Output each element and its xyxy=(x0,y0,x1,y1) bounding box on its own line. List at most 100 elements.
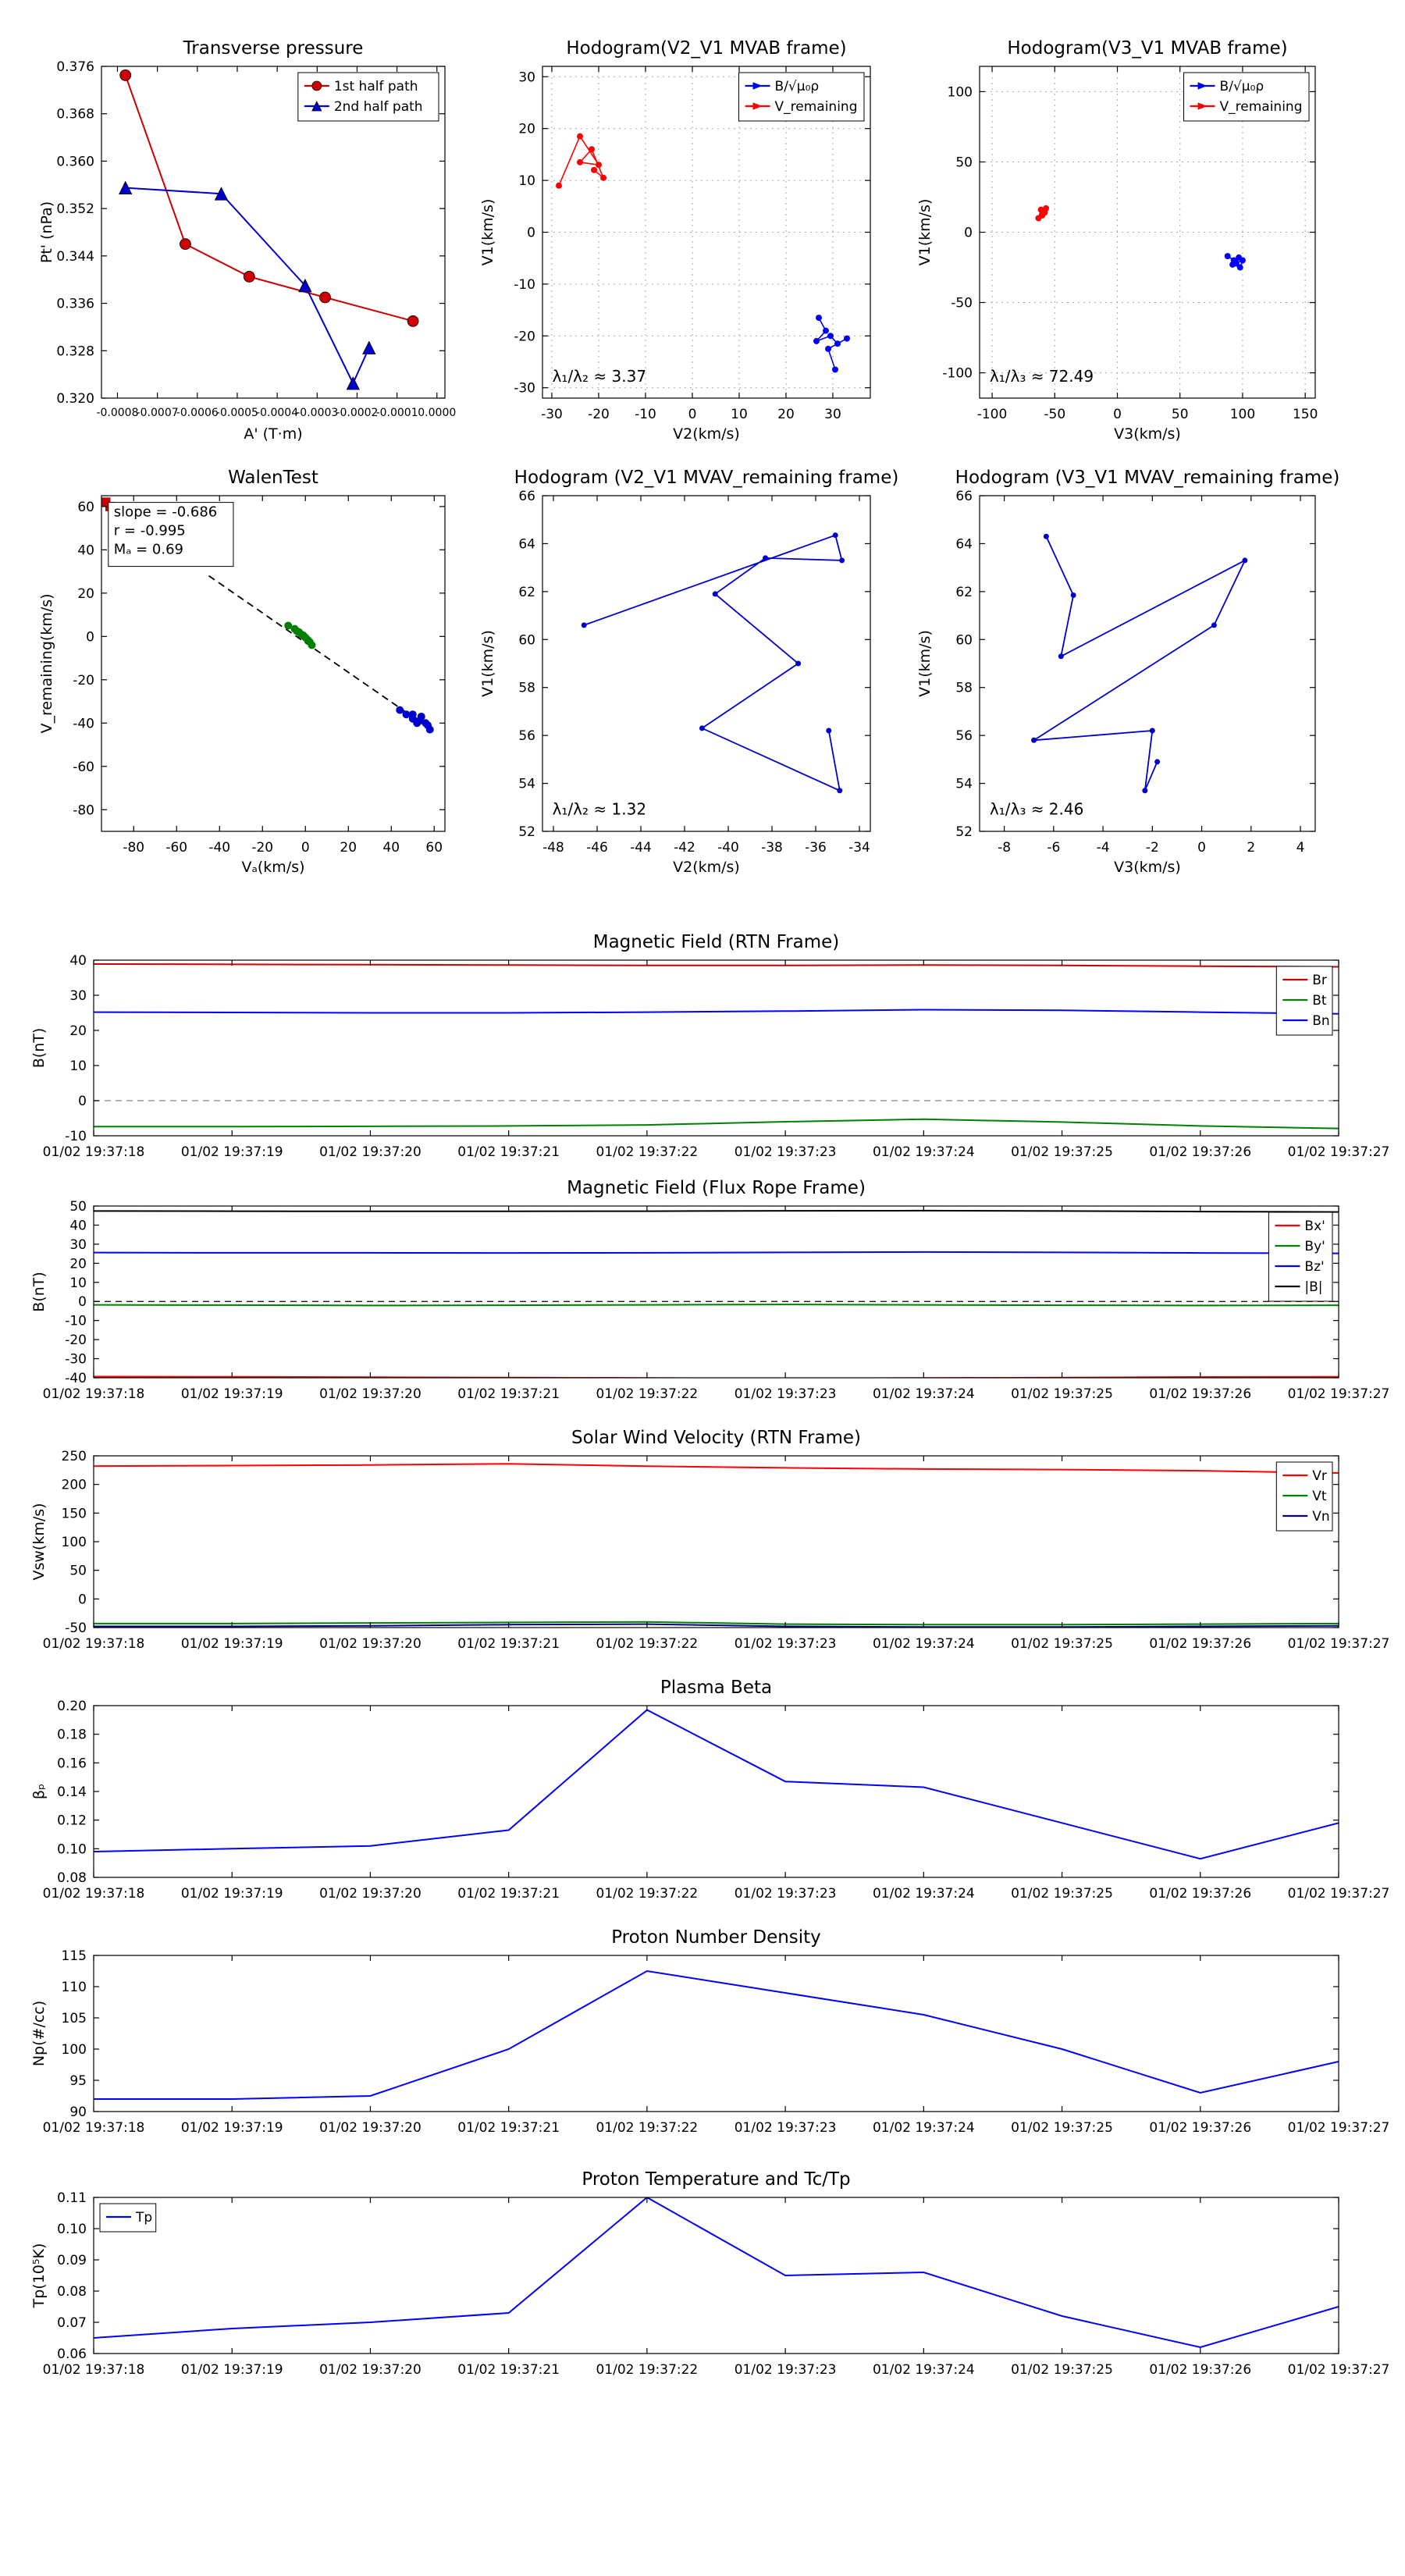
svg-text:40: 40 xyxy=(382,840,400,856)
svg-text:01/02 19:37:19: 01/02 19:37:19 xyxy=(181,2362,283,2378)
svg-text:01/02 19:37:26: 01/02 19:37:26 xyxy=(1149,2120,1251,2136)
svg-text:40: 40 xyxy=(69,953,87,969)
svg-text:Br: Br xyxy=(1312,973,1327,988)
svg-text:40: 40 xyxy=(69,1218,87,1233)
svg-text:40: 40 xyxy=(77,543,94,558)
svg-text:Vsw(km/s): Vsw(km/s) xyxy=(30,1503,48,1580)
svg-text:-20: -20 xyxy=(514,329,535,344)
svg-text:|B|: |B| xyxy=(1304,1279,1322,1295)
panel-magnetic-flux-rope: 01/02 19:37:18 01/02 19:37:19 01/02 19:37:… xyxy=(23,1167,1389,1421)
svg-text:30: 30 xyxy=(518,69,535,85)
svg-text:0: 0 xyxy=(527,226,535,241)
svg-text:01/02 19:37:23: 01/02 19:37:23 xyxy=(735,1386,837,1402)
svg-text:66: 66 xyxy=(955,489,973,504)
svg-text:λ₁/λ₂ ≈ 1.32: λ₁/λ₂ ≈ 1.32 xyxy=(553,800,646,819)
svg-text:58: 58 xyxy=(955,681,973,696)
svg-text:0: 0 xyxy=(301,840,310,856)
svg-text:0: 0 xyxy=(78,1094,87,1109)
svg-text:01/02 19:37:20: 01/02 19:37:20 xyxy=(319,1144,422,1160)
chart-hodogram-v3v1-mvav: -8 -6 -4 -2 0 2 4 52 54 56 58 60 62 64 66 Hodogram (V3_… xyxy=(905,453,1339,890)
svg-text:Proton Number Density: Proton Number Density xyxy=(611,1927,821,1948)
svg-text:01/02 19:37:24: 01/02 19:37:24 xyxy=(873,1386,975,1402)
svg-text:-40: -40 xyxy=(73,716,94,731)
svg-text:Magnetic Field (Flux Rope Fram: Magnetic Field (Flux Rope Frame) xyxy=(567,1178,866,1198)
svg-text:0.10: 0.10 xyxy=(57,1841,87,1857)
svg-text:64: 64 xyxy=(955,536,973,552)
svg-text:20: 20 xyxy=(69,1023,87,1039)
svg-text:0.16: 0.16 xyxy=(57,1756,87,1771)
svg-text:01/02 19:37:19: 01/02 19:37:19 xyxy=(181,2120,283,2136)
svg-text:90: 90 xyxy=(69,2105,87,2120)
svg-text:01/02 19:37:18: 01/02 19:37:18 xyxy=(43,1386,145,1402)
svg-text:105: 105 xyxy=(62,2011,87,2026)
svg-text:01/02 19:37:27: 01/02 19:37:27 xyxy=(1288,2120,1390,2136)
svg-text:01/02 19:37:23: 01/02 19:37:23 xyxy=(735,2120,837,2136)
svg-text:-100: -100 xyxy=(977,407,1008,422)
svg-text:0: 0 xyxy=(1197,840,1206,856)
svg-text:100: 100 xyxy=(1230,407,1255,422)
svg-text:250: 250 xyxy=(62,1449,87,1464)
svg-text:10: 10 xyxy=(731,407,748,422)
svg-text:110: 110 xyxy=(62,1980,87,1995)
svg-text:0.360: 0.360 xyxy=(56,154,94,169)
panel-solar-wind-velocity: 01/02 19:37:18 01/02 19:37:19 01/02 19:37:… xyxy=(23,1417,1389,1670)
svg-text:-0.0002: -0.0002 xyxy=(336,407,378,419)
svg-text:01/02 19:37:18: 01/02 19:37:18 xyxy=(43,1636,145,1652)
svg-text:01/02 19:37:25: 01/02 19:37:25 xyxy=(1011,1636,1113,1652)
svg-text:V3(km/s): V3(km/s) xyxy=(1114,859,1181,876)
svg-text:0.352: 0.352 xyxy=(56,201,94,217)
svg-text:-48: -48 xyxy=(542,840,564,856)
svg-text:-44: -44 xyxy=(630,840,652,856)
svg-text:0.08: 0.08 xyxy=(57,1870,87,1886)
svg-text:λ₁/λ₃ ≈ 72.49: λ₁/λ₃ ≈ 72.49 xyxy=(990,367,1094,386)
svg-text:Hodogram (V2_V1 MVAV_remaining: Hodogram (V2_V1 MVAV_remaining frame) xyxy=(514,468,899,488)
svg-text:0: 0 xyxy=(78,1592,87,1607)
svg-text:01/02 19:37:19: 01/02 19:37:19 xyxy=(181,1636,283,1652)
svg-text:-10: -10 xyxy=(65,1314,87,1329)
svg-text:Transverse pressure: Transverse pressure xyxy=(183,38,364,59)
svg-text:Bx': Bx' xyxy=(1304,1219,1325,1234)
svg-text:01/02 19:37:26: 01/02 19:37:26 xyxy=(1149,1386,1251,1402)
svg-text:-60: -60 xyxy=(73,760,94,775)
svg-text:01/02 19:37:21: 01/02 19:37:21 xyxy=(457,1636,560,1652)
svg-text:Vₐ(km/s): Vₐ(km/s) xyxy=(241,859,304,876)
svg-text:100: 100 xyxy=(62,2042,87,2058)
svg-text:01/02 19:37:18: 01/02 19:37:18 xyxy=(43,1144,145,1160)
chart-hodogram-v3v1-mvab: -100 -50 0 50 100 150 -100 -50 0 50 100 Hodogram(V3… xyxy=(905,23,1327,453)
svg-text:01/02 19:37:23: 01/02 19:37:23 xyxy=(735,1636,837,1652)
svg-text:Vt: Vt xyxy=(1312,1489,1327,1504)
chart-transverse-pressure: -0.0008 -0.0007 -0.0006 -0.0005 -0.0004 -0.00… xyxy=(23,23,461,453)
svg-text:10: 10 xyxy=(69,1059,87,1074)
svg-text:01/02 19:37:27: 01/02 19:37:27 xyxy=(1288,1144,1390,1160)
svg-text:0.10: 0.10 xyxy=(57,2222,87,2237)
svg-text:0.336: 0.336 xyxy=(56,297,94,312)
svg-text:-80: -80 xyxy=(123,840,144,856)
svg-text:4: 4 xyxy=(1297,840,1305,856)
svg-text:slope = -0.686: slope = -0.686 xyxy=(114,504,217,521)
svg-text:30: 30 xyxy=(69,988,87,1004)
svg-text:0.18: 0.18 xyxy=(57,1727,87,1743)
svg-text:-30: -30 xyxy=(514,381,535,397)
svg-text:01/02 19:37:25: 01/02 19:37:25 xyxy=(1011,2120,1113,2136)
svg-text:60: 60 xyxy=(518,632,535,648)
svg-text:Tp(10⁵K): Tp(10⁵K) xyxy=(30,2243,48,2309)
svg-text:Plasma Beta: Plasma Beta xyxy=(660,1678,772,1698)
svg-text:62: 62 xyxy=(955,585,973,600)
svg-text:r = -0.995: r = -0.995 xyxy=(114,523,186,539)
svg-text:50: 50 xyxy=(1172,407,1189,422)
svg-text:V2(km/s): V2(km/s) xyxy=(673,859,740,876)
svg-text:-6: -6 xyxy=(1047,840,1060,856)
svg-text:01/02 19:37:26: 01/02 19:37:26 xyxy=(1149,1886,1251,1902)
svg-text:-0.0004: -0.0004 xyxy=(256,407,298,419)
svg-text:-36: -36 xyxy=(805,840,827,856)
svg-text:-20: -20 xyxy=(588,407,610,422)
svg-text:01/02 19:37:18: 01/02 19:37:18 xyxy=(43,2362,145,2378)
svg-text:01/02 19:37:27: 01/02 19:37:27 xyxy=(1288,1636,1390,1652)
svg-text:-0.0006: -0.0006 xyxy=(176,407,219,419)
svg-text:-38: -38 xyxy=(761,840,783,856)
svg-text:58: 58 xyxy=(518,681,535,696)
svg-text:B/√μ₀ρ: B/√μ₀ρ xyxy=(775,79,820,94)
svg-text:01/02 19:37:19: 01/02 19:37:19 xyxy=(181,1386,283,1402)
svg-text:-2: -2 xyxy=(1146,840,1159,856)
svg-text:01/02 19:37:26: 01/02 19:37:26 xyxy=(1149,2362,1251,2378)
